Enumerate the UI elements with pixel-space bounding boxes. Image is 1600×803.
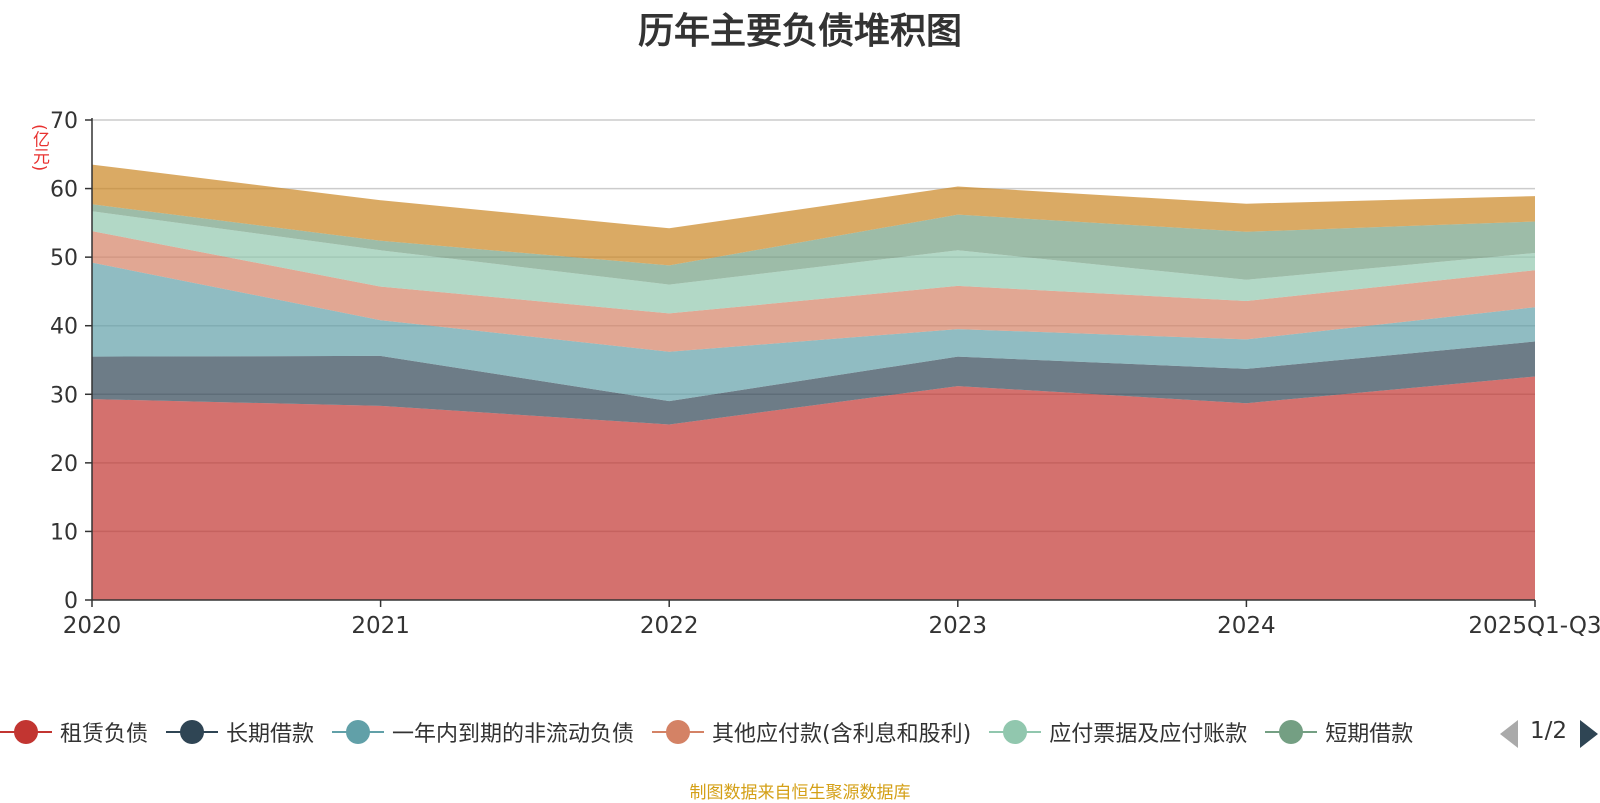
legend-next-page-button[interactable]	[1580, 720, 1598, 748]
x-tick-label: 2020	[63, 613, 122, 639]
legend-item[interactable]: 其他应付款(含利息和股利)	[652, 712, 971, 752]
area-series-6	[92, 204, 1535, 285]
legend-label: 其他应付款(含利息和股利)	[712, 722, 972, 747]
legend: 租赁负债 长期借款 一年内到期的非流动负债 其他应付款(含利息和股利) 应付票据及应付账…	[0, 712, 1600, 752]
area-series-2	[92, 341, 1535, 425]
legend-label: 一年内到期的非流动负债	[392, 722, 635, 747]
legend-marker	[332, 712, 385, 752]
legend-marker	[989, 712, 1042, 752]
y-tick-label: 30	[50, 383, 78, 408]
x-tick-label: 2024	[1217, 613, 1276, 639]
y-axis-unit: (亿元)	[29, 124, 49, 172]
x-tick-label: 2023	[929, 613, 988, 639]
y-tick-label: 70	[50, 109, 78, 134]
x-tick-label: 2025Q1-Q3	[1468, 613, 1600, 639]
area-series-1	[92, 376, 1535, 600]
x-tick-label: 2021	[351, 613, 410, 639]
legend-item[interactable]: 长期借款	[166, 712, 314, 752]
chart-title: 历年主要负债堆积图	[637, 11, 962, 52]
legend-item[interactable]: 应付票据及应付账款	[989, 712, 1247, 752]
area-series-4	[92, 231, 1535, 352]
legend-label: 长期借款	[226, 722, 315, 747]
legend-label: 短期借款	[1325, 722, 1414, 747]
area-series-5	[92, 211, 1535, 314]
source-note: 制图数据来自恒生聚源数据库	[689, 783, 911, 803]
stacked-area-chart: 0 10 20 30 40 50 60 70 2020 2021 2022 2023 2024 2025Q…	[50, 109, 1600, 639]
legend-marker	[652, 712, 705, 752]
x-tick-label: 2022	[640, 613, 699, 639]
y-tick-label: 20	[50, 452, 78, 477]
y-tick-label: 50	[50, 246, 78, 271]
y-tick-label: 0	[64, 589, 78, 614]
legend-label: 租赁负债	[60, 722, 149, 747]
y-tick-label: 60	[50, 178, 78, 203]
y-tick-label: 40	[50, 315, 78, 340]
area-series-3	[92, 262, 1535, 402]
legend-item[interactable]: 租赁负债	[0, 712, 148, 752]
legend-marker	[1265, 712, 1318, 752]
legend-page-indicator: 1/2	[1530, 718, 1568, 744]
legend-prev-page-button[interactable]	[1500, 720, 1518, 748]
legend-marker	[0, 712, 52, 752]
legend-item[interactable]: 短期借款	[1265, 712, 1413, 752]
legend-marker	[166, 712, 219, 752]
area-series-7	[92, 164, 1535, 266]
legend-label: 应付票据及应付账款	[1049, 722, 1248, 747]
y-tick-label: 10	[50, 520, 78, 545]
legend-item[interactable]: 一年内到期的非流动负债	[332, 712, 634, 752]
